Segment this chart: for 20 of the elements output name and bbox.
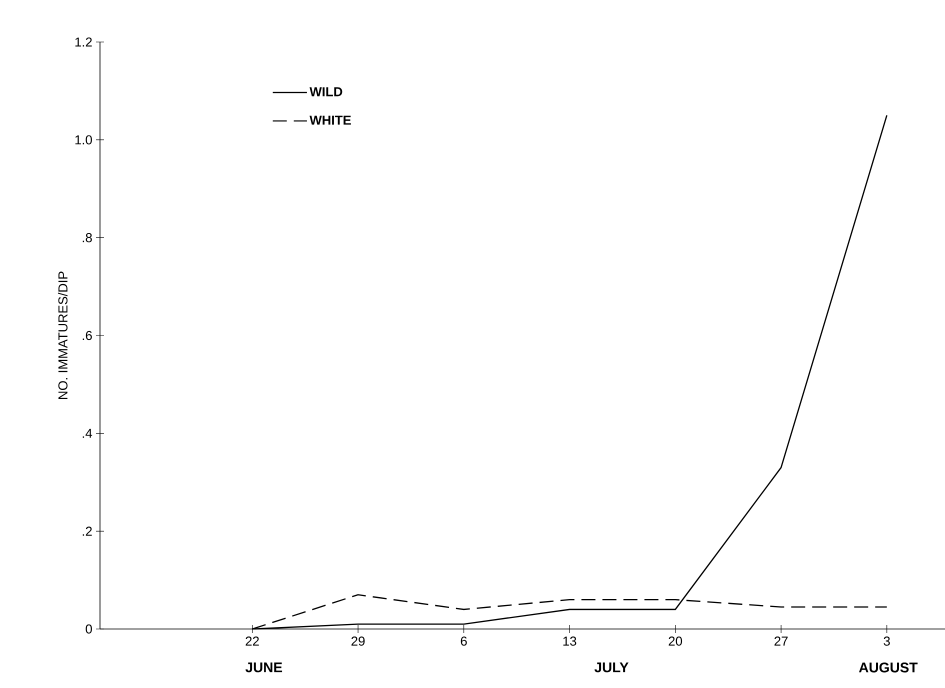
y-tick-label: .4 xyxy=(82,428,92,438)
y-tick-label: .8 xyxy=(82,233,92,242)
legend-label: WHITE xyxy=(310,116,351,125)
text: AUGUST xyxy=(858,662,918,672)
y-tick-label: 0 xyxy=(86,624,92,634)
y-tick-label: .6 xyxy=(82,330,92,340)
y-tick-label: 1.0 xyxy=(75,135,92,144)
y-tick-label: .2 xyxy=(82,526,92,536)
x-tick-label: 20 xyxy=(668,636,682,646)
text: JUNE xyxy=(245,662,282,672)
x-tick-label: 22 xyxy=(246,636,259,646)
x-tick-label: 3 xyxy=(884,636,890,646)
x-tick-label: 6 xyxy=(460,636,467,646)
x-tick-label: 13 xyxy=(563,636,576,646)
legend-label: WILD xyxy=(310,87,342,96)
text: JULY xyxy=(594,662,629,672)
x-tick-label: 27 xyxy=(774,636,788,646)
x-tick-label: 29 xyxy=(351,636,365,646)
y-axis-title: NO. IMMATURES/DIP xyxy=(58,272,68,399)
y-tick-label: 1.2 xyxy=(75,37,92,47)
